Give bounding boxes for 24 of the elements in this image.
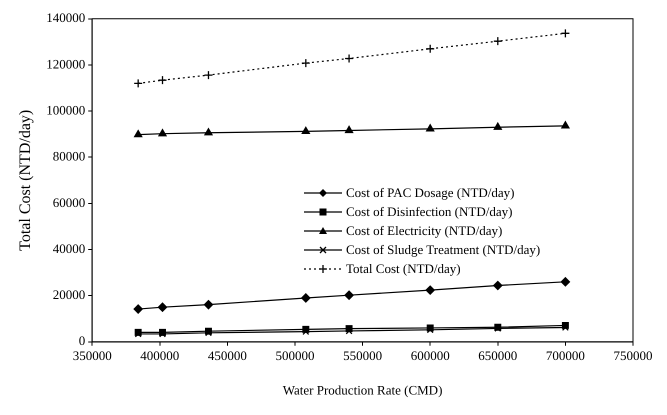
y-tick-label: 0 [78, 333, 86, 348]
y-tick-label: 100000 [46, 102, 86, 118]
legend-label: Cost of Disinfection (NTD/day) [346, 203, 512, 221]
y-tick-label: 140000 [46, 10, 86, 26]
y-tick-label: 40000 [52, 240, 86, 256]
x-tick-label: 650000 [478, 348, 518, 364]
legend-label: Total Cost (NTD/day) [346, 260, 461, 278]
x-tick-label: 400000 [140, 348, 180, 364]
y-tick-label: 20000 [52, 287, 86, 302]
y-tick-label: 120000 [46, 56, 86, 72]
x-tick-label: 750000 [614, 348, 652, 364]
x-tick-label: 500000 [276, 348, 314, 364]
x-axis-title: Water Production Rate (CMD) [282, 382, 442, 398]
x-tick-label: 600000 [410, 348, 450, 364]
legend-label: Cost of PAC Dosage (NTD/day) [346, 184, 515, 202]
x-tick-label: 450000 [208, 348, 247, 364]
legend-label: Cost of Electricity (NTD/day) [346, 222, 502, 240]
x-tick-label: 700000 [546, 348, 585, 364]
x-tick-label: 350000 [72, 348, 112, 364]
y-axis-title: Total Cost (NTD/day) [16, 110, 34, 251]
x-tick-label: 550000 [343, 348, 382, 364]
y-tick-label: 80000 [52, 148, 86, 164]
legend-label: Cost of Sludge Treatment (NTD/day) [346, 241, 540, 259]
y-tick-label: 60000 [52, 194, 86, 210]
